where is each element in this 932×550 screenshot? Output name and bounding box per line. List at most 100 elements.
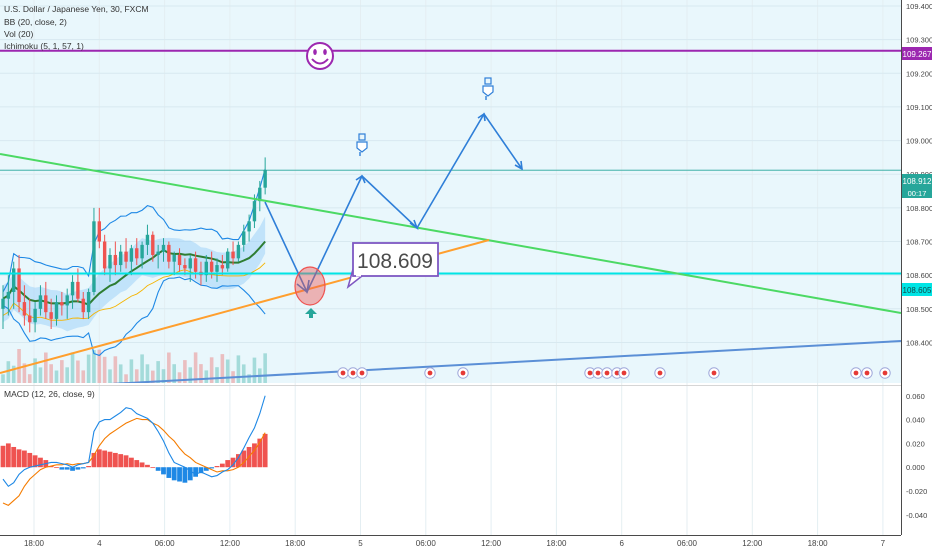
macd-tick-label: -0.020 — [906, 487, 927, 496]
volume-bar — [70, 352, 75, 383]
volume-bar — [118, 364, 123, 383]
event-flag-icon[interactable] — [879, 367, 891, 379]
candle — [97, 207, 101, 249]
downtrend-line[interactable] — [0, 153, 901, 314]
macd-histogram-bar — [112, 452, 118, 468]
target-circle[interactable] — [294, 266, 326, 306]
volume-bar — [140, 354, 144, 383]
volume-bar — [204, 370, 209, 383]
volume-bar — [156, 361, 160, 383]
macd-histogram-bar — [209, 467, 215, 469]
volume-bar — [1, 374, 5, 383]
projection-path[interactable] — [264, 112, 523, 294]
price-tick-label: 108.800 — [906, 204, 932, 213]
candle — [49, 298, 53, 329]
event-flag-icon[interactable] — [708, 367, 720, 379]
time-tick-label: 7 — [881, 539, 886, 548]
volume-bar — [49, 364, 53, 383]
candle — [44, 281, 48, 319]
volume-bar — [97, 349, 102, 383]
candle — [70, 275, 75, 309]
macd-histogram-bar — [187, 467, 193, 481]
time-axis-ticks[interactable]: 18:00 4 06:00 12:00 18:00 5 06:00 12:00 18:00 6 06… — [24, 539, 886, 548]
event-flag-icon[interactable] — [654, 367, 666, 379]
candle — [81, 291, 85, 319]
event-flag-icon[interactable] — [850, 367, 862, 379]
macd-histogram-bar — [123, 455, 129, 468]
price-tick-label: 108.600 — [906, 271, 932, 280]
macd-histogram-bar — [177, 467, 182, 482]
time-tick-label: 06:00 — [416, 539, 437, 548]
volume-bar — [134, 369, 139, 383]
callout-value: 108.609 — [357, 250, 433, 273]
macd-histogram-bar — [75, 467, 81, 470]
time-tick-label: 18:00 — [808, 539, 829, 548]
candle — [102, 234, 107, 276]
macd-histogram-bar — [257, 438, 263, 468]
time-tick-label: 06:00 — [677, 539, 698, 548]
macd-histogram-bar — [145, 464, 150, 468]
macd-histogram-bar — [150, 467, 156, 469]
event-flag-icon[interactable] — [424, 367, 436, 379]
macd-histogram — [0, 433, 268, 483]
volume-bar — [113, 356, 118, 383]
event-flag-icon[interactable] — [861, 367, 873, 379]
volume-bar — [199, 364, 203, 383]
macd-histogram-bar — [11, 446, 17, 468]
economic-events[interactable] — [337, 367, 891, 379]
time-tick-label: 4 — [97, 539, 102, 548]
candle — [252, 194, 257, 229]
candle — [65, 288, 69, 319]
price-tick-label: 109.400 — [906, 2, 932, 11]
price-axis-ticks: 109.400 109.300 109.200 109.100 109.000 108.9… — [906, 2, 932, 347]
price-axis[interactable] — [901, 0, 932, 550]
main-pane-background — [0, 0, 901, 383]
candle — [226, 248, 230, 272]
event-flag-icon[interactable] — [457, 367, 469, 379]
chart-legend: U.S. Dollar / Japanese Yen, 30, FXCM BB … — [4, 4, 149, 399]
macd-histogram-bar — [252, 443, 257, 468]
event-flag-icon[interactable] — [601, 367, 613, 379]
symbol-title: U.S. Dollar / Japanese Yen, 30, FXCM — [4, 4, 149, 14]
bb-upper — [2, 168, 266, 293]
macd-histogram-bar — [230, 457, 236, 468]
candle — [92, 207, 96, 296]
svg-text:108.605: 108.605 — [903, 286, 932, 295]
price-tick-label: 109.300 — [906, 36, 932, 45]
price-callout[interactable]: 108.609 — [346, 242, 439, 290]
svg-text:108.912: 108.912 — [903, 177, 932, 186]
macd-histogram-bar — [171, 467, 177, 481]
candle — [140, 241, 144, 269]
time-tick-label: 6 — [619, 539, 624, 548]
volume-bar — [193, 352, 198, 383]
pointing-hand-icon — [482, 77, 494, 100]
volume-bar — [108, 369, 112, 383]
macd-line — [2, 395, 266, 488]
candle — [247, 214, 251, 242]
candle — [113, 241, 118, 276]
volume-bar — [54, 370, 59, 383]
macd-histogram-bar — [203, 467, 209, 471]
macd-histogram-bar — [32, 455, 38, 468]
macd-histogram-bar — [0, 445, 6, 468]
up-arrow-icon — [305, 308, 317, 318]
macd-tick-label: 0.000 — [906, 463, 925, 472]
price-tick-label: 108.500 — [906, 305, 932, 314]
long-trend-line[interactable] — [0, 340, 901, 390]
candle — [119, 244, 123, 272]
event-flag-icon[interactable] — [618, 367, 630, 379]
volume-bar — [38, 367, 43, 383]
event-flag-icon[interactable] — [356, 367, 368, 379]
macd-tick-label: 0.040 — [906, 416, 925, 425]
event-flag-icon[interactable] — [337, 367, 349, 379]
macd-histogram-bar — [155, 467, 161, 471]
macd-histogram-bar — [182, 467, 188, 483]
macd-histogram-bar — [86, 466, 91, 468]
price-tick-label: 109.200 — [906, 69, 932, 78]
time-tick-label: 18:00 — [285, 539, 306, 548]
candle — [12, 261, 16, 309]
macd-histogram-bar — [80, 467, 86, 469]
indicator-ichimoku: Ichimoku (5, 1, 57, 1) — [4, 41, 84, 51]
